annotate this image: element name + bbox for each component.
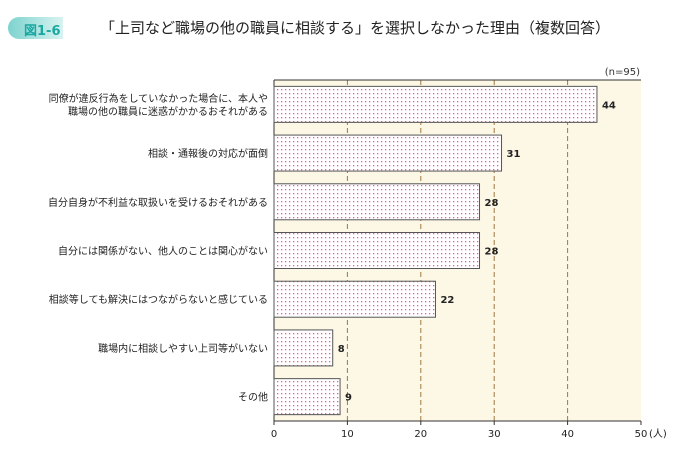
- figure-label: 図1-6: [24, 24, 61, 39]
- x-tick-label: 30: [488, 429, 501, 440]
- x-unit-label: (人): [649, 428, 667, 440]
- data-label: 8: [338, 344, 345, 355]
- bar: [273, 280, 436, 318]
- sample-size-note: (n=95): [605, 67, 640, 78]
- category-label: 同僚が違反行為をしていなかった場合に、本人や: [49, 92, 268, 105]
- data-label: 22: [440, 295, 454, 306]
- x-tick-label: 40: [561, 429, 574, 440]
- x-tick-label: 20: [414, 429, 427, 440]
- category-label: 相談・通報後の対応が面倒: [148, 147, 268, 160]
- bar: [273, 378, 341, 416]
- figure-badge: 図1-6: [8, 17, 63, 39]
- data-label: 28: [485, 247, 499, 258]
- category-label: 職場の他の職員に迷惑がかかるおそれがある: [68, 105, 268, 118]
- category-label: 相談等しても解決にはつながらないと感じている: [49, 293, 268, 306]
- category-label: 職場内に相談しやすい上司等がいない: [98, 342, 268, 355]
- bar: [273, 85, 598, 123]
- x-tick-label: 10: [341, 429, 354, 440]
- bar: [273, 329, 334, 367]
- x-tick-label: 0: [271, 429, 277, 440]
- data-label: 31: [507, 149, 521, 160]
- data-label: 28: [485, 198, 499, 209]
- data-label: 9: [345, 393, 352, 404]
- x-tick-label: 50: [635, 429, 648, 440]
- category-label: 自分自身が不利益な取扱いを受けるおそれがある: [48, 196, 268, 209]
- category-label: 自分には関係がない、他人のことは関心がない: [58, 245, 268, 258]
- category-label: その他: [238, 391, 268, 404]
- bar: [273, 134, 503, 172]
- bar: [273, 232, 481, 269]
- chart-title: 「上司など職場の他の職員に相談する」を選択しなかった理由（複数回答）: [100, 19, 611, 37]
- bar: [273, 183, 481, 221]
- data-label: 44: [602, 100, 616, 111]
